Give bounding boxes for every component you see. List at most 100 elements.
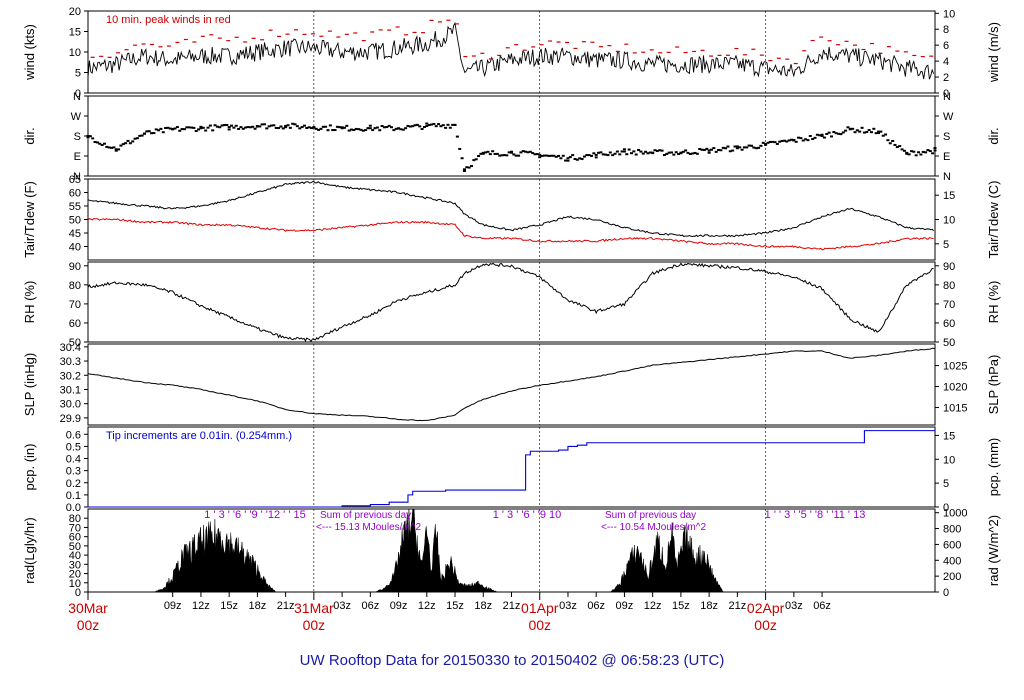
dir-point [832, 130, 836, 133]
pcp-right-tick-label: 10 [943, 454, 955, 466]
dir-point [641, 152, 645, 155]
dir-point [707, 151, 711, 154]
dir-point [326, 129, 330, 132]
dir-point [93, 140, 97, 143]
dir-point [622, 148, 626, 151]
dir-point [182, 128, 186, 131]
dir-point [295, 125, 299, 128]
slp-left-tick-label: 30.2 [60, 370, 81, 382]
panel-rh: 50 60 70 80 90 50 60 70 80 90 RH (%) RH (%) [22, 261, 1001, 349]
x-tick-label: 06z [587, 600, 605, 612]
dir-point [112, 146, 116, 149]
dir-point [822, 136, 826, 139]
dir-point [879, 130, 883, 133]
dir-point [138, 134, 142, 137]
dir-point [135, 137, 139, 140]
dir-point [775, 142, 779, 145]
dir-point [517, 154, 521, 157]
dir-point [681, 150, 685, 153]
dir-point [401, 128, 405, 131]
rad-sum-title: Sum of previous day [605, 510, 696, 521]
dir-sample-point [284, 125, 288, 127]
dir-point [262, 123, 266, 126]
dir-point [653, 149, 657, 152]
wind-right-tick-label: 10 [943, 8, 955, 20]
rad-left-tick-label: 40 [69, 550, 81, 562]
x-tick-label: 21z [503, 600, 521, 612]
dir-point [709, 148, 713, 151]
dir-point [528, 150, 532, 153]
dir-point [211, 129, 215, 132]
dir-point [500, 154, 504, 157]
dir-point [444, 126, 448, 129]
dir-point [891, 139, 895, 142]
dir-sample-point [933, 149, 937, 152]
dir-point [545, 154, 549, 157]
dir-point [427, 124, 431, 127]
dir-point [526, 151, 530, 154]
dir-point [733, 145, 737, 148]
dir-point [404, 127, 408, 130]
dir-point [274, 126, 278, 129]
x-tick-label: 15z [220, 600, 238, 612]
dir-point [390, 126, 394, 129]
dir-point [192, 126, 196, 129]
dir-point [119, 144, 123, 147]
dir-point [258, 125, 262, 128]
dir-right-tick-label: S [943, 131, 950, 143]
dir-point [110, 146, 114, 149]
dir-point [907, 153, 911, 156]
dir-right-tick-label: N [943, 91, 951, 103]
dir-point [359, 128, 363, 131]
dir-point [686, 151, 690, 154]
dir-point [317, 128, 321, 131]
dir-point [895, 146, 899, 149]
x-tick-label: 18z [249, 600, 267, 612]
dir-point [100, 144, 104, 147]
dir-left-tick-label: W [71, 111, 82, 123]
rad-left-tick-label: 0 [75, 587, 81, 599]
dir-point [564, 159, 568, 162]
dir-point [298, 127, 302, 130]
dir-point [759, 144, 763, 147]
dir-point [286, 124, 290, 127]
dir-point [95, 141, 99, 144]
panel-wind: 0 5 10 15 20 0 2 4 6 8 10 wind (kts) wind (m/s) 10 mi… [22, 6, 1001, 100]
dir-point [434, 125, 438, 128]
dir-sample-point [171, 128, 175, 131]
dir-point [352, 129, 356, 132]
dir-sample-point [227, 126, 231, 129]
dir-sample-point [481, 152, 485, 155]
dir-point [124, 142, 128, 145]
dir-ylabel-right: dir. [986, 127, 1001, 144]
pcp-left-tick-label: 0.2 [66, 478, 81, 490]
rad-left-tick-label: 10 [69, 578, 81, 590]
dir-point [392, 129, 396, 132]
dir-point [413, 124, 417, 127]
day-date-label: 30Mar [68, 600, 108, 616]
dir-point [926, 149, 930, 152]
dir-point [147, 130, 151, 133]
wind-right-tick-label: 2 [943, 72, 949, 84]
dir-point [933, 146, 937, 149]
dir-point [700, 148, 704, 151]
panel-slp: 29.9 30.0 30.1 30.2 30.3 30.4 1015 1020 1025 SLP … [22, 342, 1001, 426]
dir-sample-point [707, 149, 711, 152]
dir-point [872, 127, 876, 130]
dir-point [655, 149, 659, 152]
dir-point [846, 126, 850, 129]
dir-point [157, 129, 161, 132]
dir-point [608, 151, 612, 154]
day-date-label: 31Mar [294, 600, 334, 616]
dir-point [919, 153, 923, 156]
dir-point [215, 125, 219, 128]
dir-point [827, 131, 831, 134]
pcp-ylabel-left: pcp. (in) [22, 444, 37, 491]
dir-point [102, 142, 106, 145]
dir-point [521, 150, 525, 153]
dir-point [333, 129, 337, 132]
dir-point [561, 154, 565, 157]
rad-right-tick-label: 0 [943, 587, 949, 599]
slp-left-tick-label: 30.1 [60, 384, 81, 396]
rh-frame [87, 261, 936, 343]
